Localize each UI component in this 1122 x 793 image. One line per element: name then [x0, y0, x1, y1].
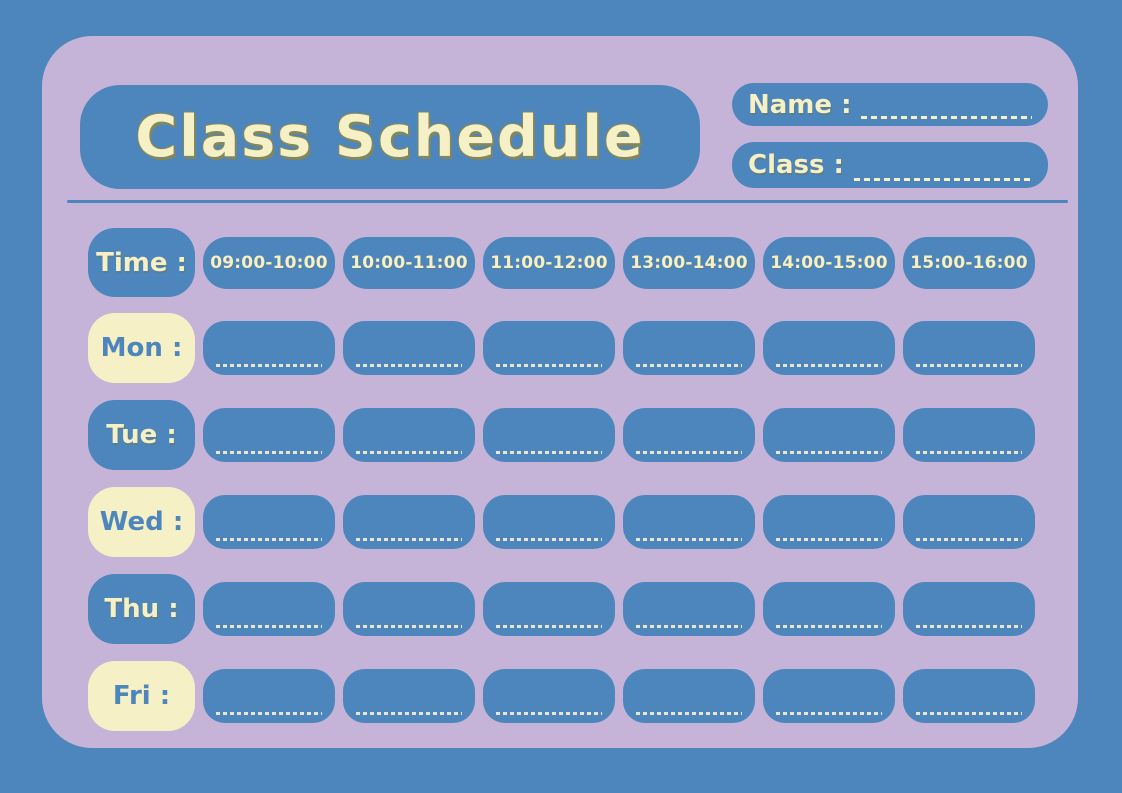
- cell-input-line: [916, 451, 1022, 454]
- cell-input-line: [636, 364, 742, 367]
- schedule-cell[interactable]: [623, 495, 755, 549]
- cell-input-line: [216, 625, 322, 628]
- cell-input-line: [636, 451, 742, 454]
- schedule-cell[interactable]: [763, 669, 895, 723]
- schedule-cell[interactable]: [763, 408, 895, 462]
- day-label-tue: Tue :: [88, 400, 195, 470]
- schedule-cell[interactable]: [203, 582, 335, 636]
- cell-input-line: [356, 712, 462, 715]
- day-label-thu: Thu :: [88, 574, 195, 644]
- schedule-cell[interactable]: [343, 321, 475, 375]
- day-row-fri: Fri :: [88, 661, 1035, 731]
- schedule-cell[interactable]: [623, 669, 755, 723]
- schedule-cell[interactable]: [343, 669, 475, 723]
- cell-input-line: [216, 451, 322, 454]
- schedule-cell[interactable]: [903, 321, 1035, 375]
- schedule-cell[interactable]: [343, 408, 475, 462]
- cell-input-line: [216, 712, 322, 715]
- schedule-cell[interactable]: [903, 495, 1035, 549]
- name-label: Name :: [748, 89, 852, 120]
- schedule-cell[interactable]: [763, 582, 895, 636]
- page-title: Class Schedule: [135, 104, 645, 170]
- header-divider: [67, 200, 1068, 203]
- day-label-mon: Mon :: [88, 313, 195, 383]
- cell-input-line: [776, 451, 882, 454]
- cell-input-line: [216, 538, 322, 541]
- schedule-cell[interactable]: [763, 495, 895, 549]
- day-row-mon: Mon :: [88, 313, 1035, 383]
- schedule-cell[interactable]: [623, 408, 755, 462]
- cell-input-line: [636, 538, 742, 541]
- time-slot-chip: 09:00-10:00: [203, 236, 335, 289]
- cell-input-line: [916, 712, 1022, 715]
- schedule-card: Class Schedule Name : Class : Time :09:0…: [42, 36, 1078, 748]
- cell-input-line: [916, 364, 1022, 367]
- cell-input-line: [356, 364, 462, 367]
- cell-input-line: [636, 712, 742, 715]
- schedule-cell[interactable]: [203, 495, 335, 549]
- time-slot-chip: 15:00-16:00: [903, 236, 1035, 289]
- schedule-cell[interactable]: [203, 669, 335, 723]
- schedule-cell[interactable]: [903, 582, 1035, 636]
- cell-input-line: [356, 538, 462, 541]
- schedule-cell[interactable]: [483, 495, 615, 549]
- cell-input-line: [776, 364, 882, 367]
- cell-input-line: [776, 712, 882, 715]
- name-input-line[interactable]: [861, 116, 1032, 119]
- cell-input-line: [496, 625, 602, 628]
- schedule-cell[interactable]: [203, 408, 335, 462]
- time-slot-chip: 14:00-15:00: [763, 236, 895, 289]
- cell-input-line: [216, 364, 322, 367]
- class-label: Class :: [748, 150, 844, 180]
- time-slot-chip: 10:00-11:00: [343, 236, 475, 289]
- cell-input-line: [916, 625, 1022, 628]
- class-input-line[interactable]: [853, 178, 1032, 181]
- schedule-cell[interactable]: [483, 408, 615, 462]
- name-field[interactable]: Name :: [732, 83, 1048, 126]
- schedule-cell[interactable]: [763, 321, 895, 375]
- cell-input-line: [776, 625, 882, 628]
- cell-input-line: [496, 712, 602, 715]
- day-label-wed: Wed :: [88, 487, 195, 557]
- cell-input-line: [356, 625, 462, 628]
- day-row-wed: Wed :: [88, 487, 1035, 557]
- cell-input-line: [636, 625, 742, 628]
- schedule-cell[interactable]: [483, 669, 615, 723]
- schedule-cell[interactable]: [903, 408, 1035, 462]
- cell-input-line: [496, 538, 602, 541]
- cell-input-line: [916, 538, 1022, 541]
- schedule-cell[interactable]: [623, 582, 755, 636]
- day-label-fri: Fri :: [88, 661, 195, 731]
- class-field[interactable]: Class :: [732, 142, 1048, 188]
- time-slot-chip: 11:00-12:00: [483, 236, 615, 289]
- day-row-thu: Thu :: [88, 574, 1035, 644]
- schedule-cell[interactable]: [203, 321, 335, 375]
- cell-input-line: [356, 451, 462, 454]
- schedule-cell[interactable]: [483, 582, 615, 636]
- cell-input-line: [496, 451, 602, 454]
- schedule-cell[interactable]: [483, 321, 615, 375]
- day-row-tue: Tue :: [88, 400, 1035, 470]
- cell-input-line: [776, 538, 882, 541]
- title-banner: Class Schedule: [80, 85, 700, 189]
- cell-input-line: [496, 364, 602, 367]
- schedule-cell[interactable]: [343, 495, 475, 549]
- schedule-cell[interactable]: [343, 582, 475, 636]
- schedule-cell[interactable]: [623, 321, 755, 375]
- schedule-cell[interactable]: [903, 669, 1035, 723]
- time-label: Time :: [88, 228, 195, 297]
- schedule-grid: Time :09:00-10:00 10:00-11:00 11:00-12:00 1…: [88, 228, 1035, 748]
- time-slot-chip: 13:00-14:00: [623, 236, 755, 289]
- time-header-row: Time :09:00-10:00 10:00-11:00 11:00-12:00 1…: [88, 228, 1035, 297]
